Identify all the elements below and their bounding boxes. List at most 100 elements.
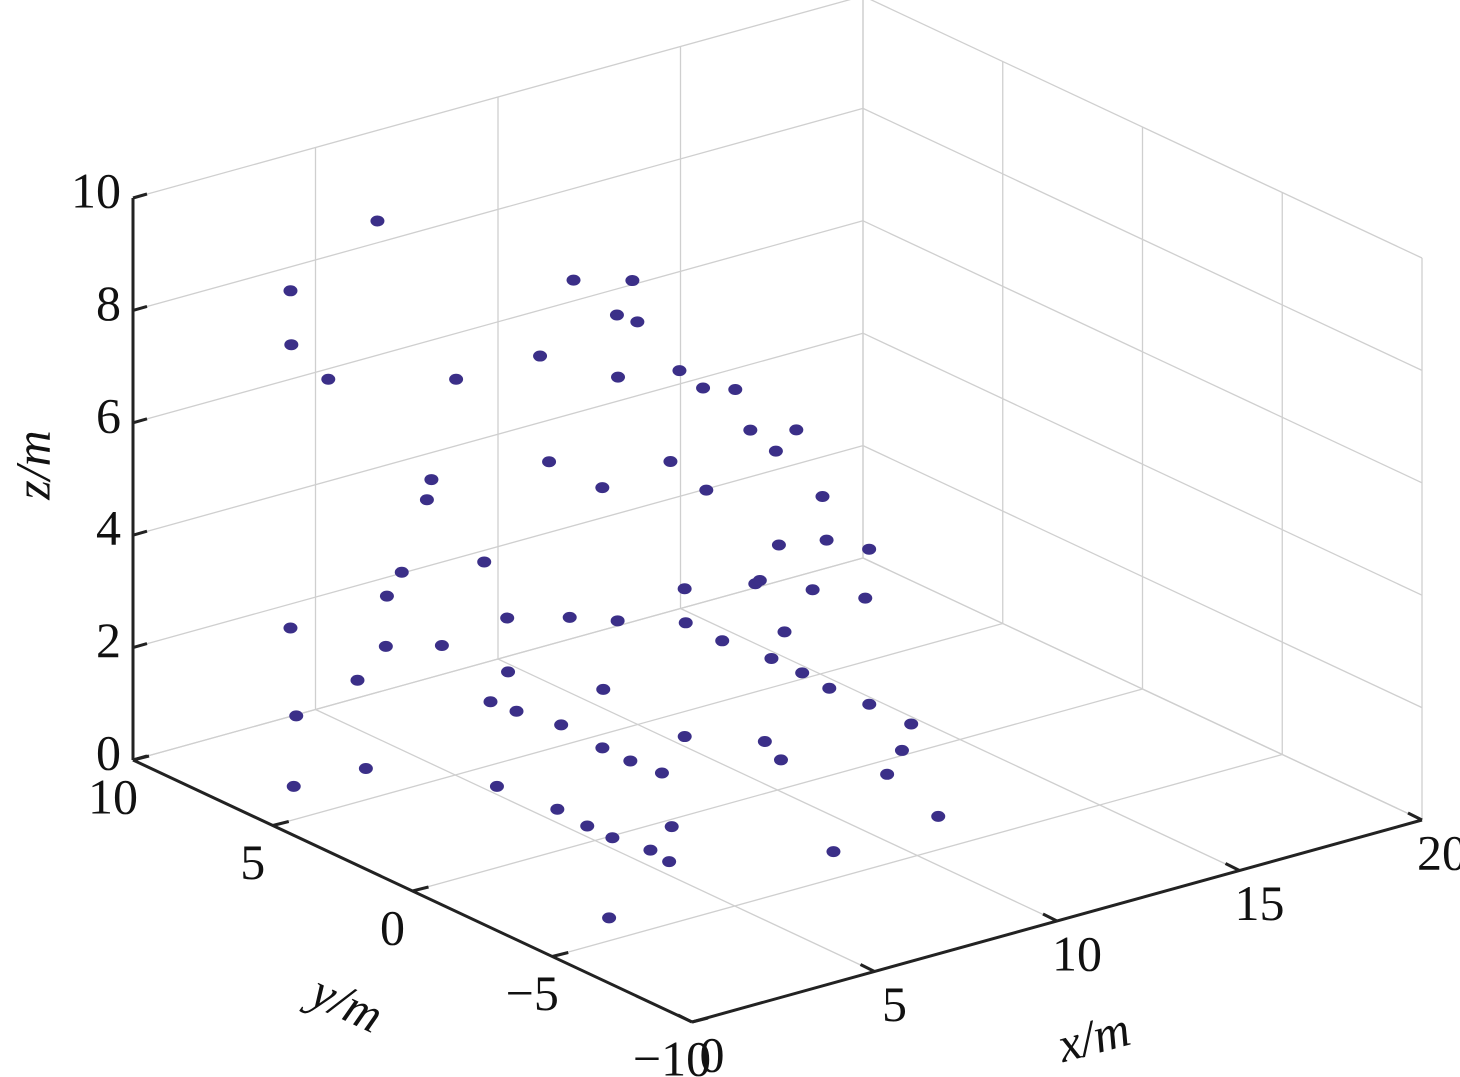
data-point [894, 744, 909, 756]
data-point [379, 590, 394, 602]
data-point [699, 484, 714, 496]
y-tick-label: −5 [506, 965, 559, 1021]
data-point [743, 424, 758, 436]
data-point [643, 844, 658, 856]
x-tick [1042, 912, 1058, 923]
z-tick-label: 4 [96, 500, 121, 556]
grid-line [132, 332, 864, 536]
data-point [625, 275, 640, 287]
data-point [605, 832, 620, 844]
data-point [595, 742, 610, 754]
data-point [394, 566, 409, 578]
data-point [819, 534, 834, 546]
data-point [284, 339, 299, 351]
data-point [677, 583, 692, 595]
data-point [777, 626, 792, 638]
y-tick-label: 5 [240, 834, 265, 890]
y-axis-label: y/m [298, 960, 392, 1043]
x-tick [1407, 811, 1423, 822]
grid-line [552, 753, 1283, 958]
data-point [862, 698, 877, 710]
data-point [509, 705, 524, 717]
data-point [815, 491, 830, 502]
data-point [862, 543, 877, 555]
data-point [554, 719, 569, 731]
data-point [483, 696, 498, 708]
grid-line [132, 0, 851, 199]
x-tick-label: 20 [1417, 824, 1460, 880]
data-point [609, 309, 624, 321]
data-point [542, 456, 557, 468]
data-point [805, 584, 820, 596]
data-point [662, 856, 677, 868]
data-point [358, 762, 373, 774]
data-point [610, 615, 625, 627]
data-point [630, 316, 645, 328]
grid-line [862, 557, 1423, 821]
z-tick-label: 0 [96, 724, 121, 780]
y-tick-label: 0 [380, 899, 405, 955]
data-point [858, 592, 873, 604]
data-point [477, 556, 492, 568]
data-point [286, 780, 301, 792]
data-point [728, 383, 743, 395]
data-point [752, 574, 767, 586]
x-tick [859, 963, 876, 973]
grid-line [132, 220, 864, 424]
data-point [566, 274, 581, 286]
data-point [931, 810, 946, 822]
data-point [350, 674, 365, 686]
data-point [550, 803, 565, 815]
z-tick [132, 417, 148, 425]
z-tick-label: 2 [96, 612, 121, 668]
data-point [696, 382, 711, 394]
data-point [419, 494, 434, 506]
data-point [424, 474, 439, 486]
data-point [623, 755, 638, 767]
z-tick [132, 754, 148, 762]
grid-line [132, 557, 864, 761]
data-point [596, 683, 611, 695]
x-tick-label: 15 [1235, 875, 1285, 931]
grid-line [132, 444, 864, 649]
grid-line [870, 0, 1423, 259]
data-point [795, 667, 810, 679]
data-point [764, 652, 779, 664]
z-tick [132, 192, 148, 200]
grid-line [412, 688, 1143, 892]
data-point [664, 821, 679, 833]
y-tick [412, 885, 429, 893]
y-tick [551, 951, 569, 958]
y-tick [272, 820, 290, 827]
z-tick [132, 529, 148, 537]
data-point [771, 539, 786, 551]
z-tick-label: 6 [96, 387, 121, 443]
grid-line [862, 445, 1423, 709]
grid-line [132, 107, 864, 312]
y-tick [691, 1016, 709, 1024]
data-point [880, 768, 895, 780]
x-axis-label: x/m [1050, 1000, 1135, 1073]
z-axis-label: z/m [4, 430, 60, 500]
y-tick-label: −10 [633, 1030, 711, 1077]
data-point [822, 682, 837, 694]
data-point [595, 482, 610, 494]
data-point [611, 371, 626, 383]
data-point [672, 365, 687, 377]
data-point [489, 780, 504, 792]
data-point [904, 718, 919, 730]
grid-line [862, 220, 1423, 484]
x-tick-label: 0 [700, 1026, 725, 1077]
grid-line [862, 107, 1423, 371]
z-tick [132, 642, 148, 650]
data-point [654, 767, 669, 779]
data-point [757, 735, 772, 747]
data-point [378, 640, 393, 652]
data-point [500, 612, 515, 624]
grid-line [272, 622, 1003, 827]
data-point [826, 846, 841, 858]
data-point [321, 373, 336, 385]
data-point [533, 350, 548, 362]
x-tick [1224, 862, 1241, 872]
